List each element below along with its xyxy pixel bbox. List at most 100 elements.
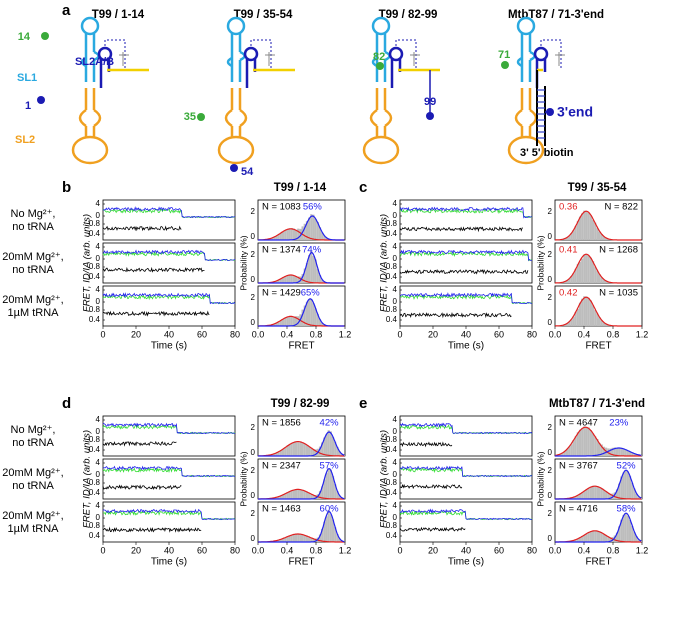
x-tick-label: 0.8 (310, 329, 323, 339)
n-label: N = 2347 (262, 461, 301, 472)
histogram-bin (291, 316, 293, 326)
histogram-bin (325, 434, 327, 456)
histogram-bin (585, 427, 587, 456)
histogram-bin (590, 215, 592, 240)
histogram-bin (293, 276, 295, 283)
structure-label: SL2 (15, 134, 35, 146)
fret-trace (400, 227, 523, 230)
x-axis-label: Time (s) (151, 341, 187, 352)
histogram-bin (293, 442, 295, 456)
histogram-bin (288, 316, 290, 326)
trace-frame (400, 502, 532, 542)
histogram-bin (590, 487, 592, 499)
histogram-bin (627, 471, 629, 499)
y-tick-label: 4 (96, 285, 101, 294)
histogram-bin (304, 491, 306, 499)
y-tick-label: 4 (96, 199, 101, 208)
y-tick-label: 4 (393, 501, 398, 510)
histogram-bin (310, 299, 312, 326)
histogram-bin (577, 309, 579, 326)
histogram-bin (575, 436, 577, 456)
donor-trace (103, 294, 235, 304)
condition-label: 20mM Mg²⁺, (2, 251, 63, 263)
structure-label: SL2A/B (75, 56, 114, 68)
fret-trace (400, 443, 452, 446)
histogram-bin (592, 433, 594, 456)
panel-letter: d (62, 395, 71, 412)
y-tick-label: 2 (251, 207, 256, 216)
histogram-bin (583, 535, 585, 542)
histogram-bin (588, 427, 590, 456)
histogram-bin (594, 486, 596, 499)
y-tick-label: 0 (548, 232, 553, 241)
n-label: N = 1856 (262, 418, 301, 429)
dye (501, 61, 509, 69)
x-tick-label: 20 (131, 545, 141, 555)
construct-title: T99 / 35-54 (234, 9, 293, 21)
y-tick-label: 0 (251, 448, 256, 457)
peak-label: 65% (301, 288, 321, 299)
histogram-bin (299, 442, 301, 456)
trace-frame (400, 416, 532, 456)
structure-label: 14 (18, 31, 31, 43)
n-label: N = 1374 (262, 245, 301, 256)
n-label: N = 1083 (262, 202, 301, 213)
y-tick-label: 4 (96, 415, 101, 424)
histogram-bin (583, 211, 585, 240)
structure-label: 99 (424, 96, 436, 108)
histogram-bin (293, 534, 295, 542)
histogram-bin (577, 432, 579, 456)
dye (197, 113, 205, 121)
trace-frame (103, 502, 235, 542)
histogram-bin (585, 534, 587, 542)
condition-label: no tRNA (12, 480, 54, 492)
x-axis-label: Time (s) (448, 557, 484, 568)
x-tick-label: 40 (461, 329, 471, 339)
x-axis-label: Time (s) (151, 557, 187, 568)
y-tick-label: 2 (251, 509, 256, 518)
trace-frame (103, 416, 235, 456)
histogram-bin (588, 488, 590, 499)
histogram-bin (291, 275, 293, 283)
histogram-bin (585, 212, 587, 240)
fret-trace (103, 268, 205, 271)
dye (426, 112, 434, 120)
histogram-bin (330, 470, 332, 499)
histogram-bin (308, 299, 310, 326)
y-tick-label: 0.4 (89, 315, 101, 324)
y-tick-label: 2 (251, 250, 256, 259)
x-tick-label: 0.4 (281, 545, 294, 555)
acceptor-trace (103, 468, 235, 476)
n-label: N = 1268 (599, 245, 638, 256)
acceptor-trace (103, 295, 235, 303)
fret-trace (400, 270, 528, 274)
donor-trace (400, 467, 532, 477)
construct-title: T99 / 82-99 (379, 9, 438, 21)
y-tick-label: 2 (251, 293, 256, 302)
peak-label: 57% (320, 461, 340, 472)
y-axis-label: FRET, ID/IA (arb. units) (82, 214, 93, 312)
trace-frame (103, 243, 235, 283)
condition-label: no tRNA (12, 264, 54, 276)
gaussian-fit (258, 253, 344, 283)
dye (37, 96, 45, 104)
histogram-bin (596, 531, 598, 542)
histogram-bin (579, 430, 581, 456)
y-tick-label: 0 (251, 275, 256, 284)
histogram-bin (328, 430, 330, 456)
panel-letter: e (359, 395, 367, 412)
histogram-bin (291, 228, 293, 240)
histogram-bin (284, 448, 286, 456)
y-axis-label: Probability (%) (238, 451, 248, 506)
histogram-bin (288, 229, 290, 240)
histogram-bin (590, 430, 592, 456)
structure-label: 1 (25, 100, 31, 112)
panel-title: MtbT87 / 71-3'end (549, 398, 645, 410)
trace-frame (103, 286, 235, 326)
y-tick-label: 4 (393, 415, 398, 424)
histogram-bin (599, 487, 601, 499)
histogram-bin (585, 255, 587, 283)
histogram-bin (312, 215, 314, 240)
histogram-bin (588, 213, 590, 240)
